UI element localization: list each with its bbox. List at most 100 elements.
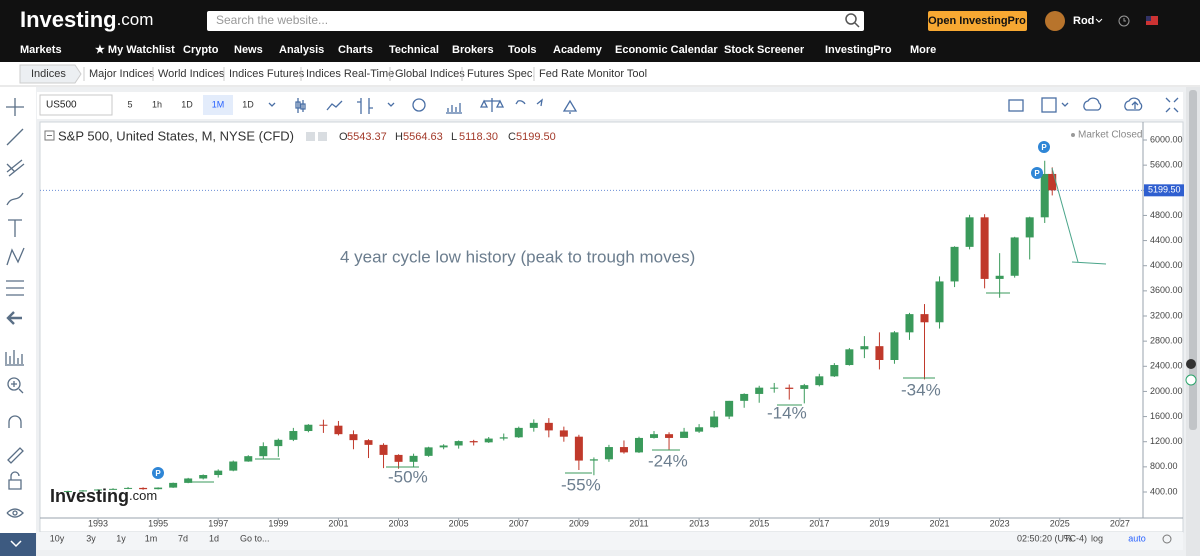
user-name[interactable]: Rod xyxy=(1073,15,1094,27)
magnet-tool[interactable] xyxy=(8,415,22,428)
nav-item[interactable]: Economic Calendar xyxy=(615,44,718,56)
avatar[interactable] xyxy=(1045,11,1065,31)
pro-button-label[interactable]: Open InvestingPro xyxy=(928,15,1026,27)
load-cloud[interactable] xyxy=(1083,97,1102,111)
pattern-tool[interactable] xyxy=(6,247,25,266)
nav-item[interactable]: Stock Screener xyxy=(724,44,805,56)
p-markers[interactable]: P P P xyxy=(152,141,1050,479)
user-chevron[interactable] xyxy=(1095,18,1103,23)
symbol-box[interactable] xyxy=(39,94,113,116)
logo[interactable]: Investing.com xyxy=(20,7,153,32)
sub-nav-item[interactable]: Futures Spec. xyxy=(467,68,535,80)
legend-buttons[interactable] xyxy=(306,132,327,141)
brush-tool[interactable] xyxy=(6,192,24,206)
nav-item[interactable]: Markets xyxy=(20,44,62,56)
clock-icon[interactable] xyxy=(1118,15,1130,27)
settings[interactable] xyxy=(412,98,426,112)
footer-settings[interactable] xyxy=(1162,534,1172,544)
chart-style[interactable] xyxy=(295,98,306,113)
pro-button[interactable] xyxy=(928,11,1027,31)
lock-tool[interactable] xyxy=(8,471,22,490)
range-button[interactable]: 3y xyxy=(86,533,96,543)
goto[interactable]: Go to... xyxy=(240,533,270,543)
logo-suffix[interactable]: .com xyxy=(117,10,154,29)
fullscreen[interactable] xyxy=(1165,97,1179,113)
candle-body xyxy=(589,459,598,461)
text-tool[interactable] xyxy=(8,219,22,237)
ohlc-label: O xyxy=(339,131,348,143)
back-tool[interactable] xyxy=(6,311,22,325)
template[interactable] xyxy=(1041,97,1057,113)
drawdown-label: -24% xyxy=(648,451,688,470)
interval[interactable]: 1h xyxy=(152,99,162,109)
range-button[interactable]: 7d xyxy=(178,533,188,543)
range-button[interactable]: 1m xyxy=(145,533,158,543)
screenshot[interactable] xyxy=(1008,99,1024,112)
interval[interactable]: 1M xyxy=(212,99,225,109)
alert[interactable] xyxy=(562,99,578,114)
compare[interactable] xyxy=(479,98,505,112)
candle-body xyxy=(364,440,373,445)
line-tool[interactable] xyxy=(6,128,24,146)
range-button[interactable]: 1d xyxy=(209,533,219,543)
zoom-tool[interactable] xyxy=(7,377,24,394)
nav-item[interactable]: Brokers xyxy=(452,44,494,56)
sub-nav-item[interactable]: Global Indices xyxy=(395,68,465,80)
bars-style[interactable] xyxy=(357,98,373,114)
nav-item[interactable]: Charts xyxy=(338,44,373,56)
search-icon[interactable] xyxy=(845,13,860,28)
sub-nav-item[interactable]: Fed Rate Monitor Tool xyxy=(539,68,647,80)
nav-item[interactable]: Technical xyxy=(389,44,439,56)
main-nav: Markets ★ My Watchlist Crypto News Analysis C… xyxy=(20,44,936,56)
nav-item[interactable]: ★ My Watchlist xyxy=(95,44,175,56)
scale-option[interactable]: auto xyxy=(1128,533,1146,543)
fib-tool[interactable] xyxy=(6,159,25,177)
stay-drawing-tool[interactable] xyxy=(7,447,24,464)
area-style[interactable] xyxy=(326,100,343,111)
range-button[interactable]: 10y xyxy=(50,533,65,543)
interval[interactable]: 1D xyxy=(181,99,193,109)
search-box[interactable] xyxy=(207,11,864,31)
collapse-legend[interactable] xyxy=(44,130,55,141)
candle-body xyxy=(770,387,779,389)
nav-item[interactable]: Crypto xyxy=(183,44,219,56)
scroll-thumb[interactable] xyxy=(1189,90,1197,430)
flag-icon[interactable] xyxy=(1146,16,1158,25)
nav-item[interactable]: More xyxy=(910,44,936,56)
candle-body xyxy=(514,427,523,438)
nav-item[interactable]: InvestingPro xyxy=(825,44,892,56)
dropdown[interactable] xyxy=(268,102,276,107)
hide-tool[interactable] xyxy=(6,508,24,518)
sub-nav-item[interactable]: Indices Real-Time xyxy=(306,68,394,80)
nav-item[interactable]: Analysis xyxy=(279,44,324,56)
sub-nav-item[interactable]: World Indices xyxy=(158,68,225,80)
prediction-tool[interactable] xyxy=(6,280,24,296)
sub-nav-item[interactable]: Indices xyxy=(31,68,66,80)
nav-item[interactable]: Academy xyxy=(553,44,603,56)
side-icon[interactable] xyxy=(1185,374,1197,386)
plot: 400.00 800.00 1200.00 1600.00 2000.00 2400.00… xyxy=(40,134,1184,528)
interval[interactable]: 1D xyxy=(242,99,254,109)
scale-option[interactable]: % xyxy=(1064,533,1072,543)
sub-nav-item[interactable]: Major Indices xyxy=(89,68,155,80)
scale-option[interactable]: log xyxy=(1091,533,1103,543)
expand-chevron[interactable] xyxy=(10,540,22,548)
side-icon[interactable] xyxy=(1186,359,1196,369)
measure-tool[interactable] xyxy=(5,350,24,366)
interval[interactable]: 5 xyxy=(127,99,132,109)
crosshair-tool[interactable] xyxy=(6,98,24,116)
range-button[interactable]: 1y xyxy=(116,533,126,543)
active-tab[interactable] xyxy=(19,64,82,84)
undo[interactable] xyxy=(515,100,526,105)
save-cloud[interactable] xyxy=(1124,97,1143,111)
nav-item[interactable]: Tools xyxy=(508,44,537,56)
dropdown-3[interactable] xyxy=(1061,102,1069,107)
redo[interactable] xyxy=(536,98,543,107)
indicators[interactable] xyxy=(446,103,462,114)
symbol[interactable]: US500 xyxy=(46,100,77,111)
logo-text[interactable]: Investing xyxy=(20,7,117,32)
sub-nav-item[interactable]: Indices Futures xyxy=(229,68,305,80)
nav-item[interactable]: News xyxy=(234,44,263,56)
dropdown-2[interactable] xyxy=(387,102,395,107)
